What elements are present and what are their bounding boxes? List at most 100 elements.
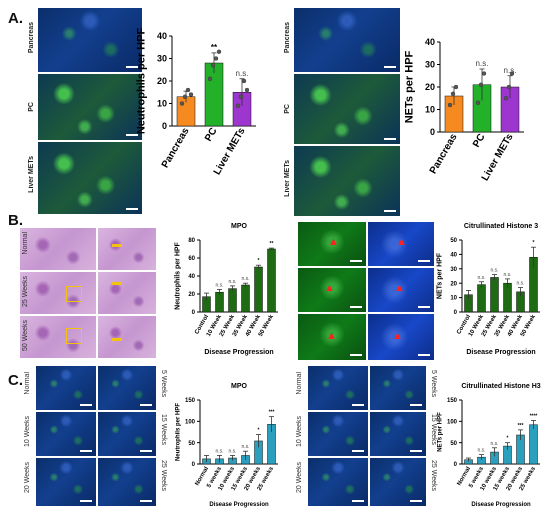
significance-label: * [258, 428, 260, 434]
data-point [244, 87, 250, 93]
bar [215, 291, 224, 313]
data-point [213, 56, 219, 61]
significance-label: n.s. [516, 281, 524, 287]
x-tick-label: PC [203, 126, 219, 144]
bar [490, 277, 499, 313]
data-point [509, 71, 515, 76]
x-tick-label: PC [471, 132, 487, 150]
y-axis-label: NETs per HPF [438, 412, 444, 452]
y-tick-label: 100 [185, 419, 196, 425]
data-point [503, 96, 509, 101]
micrograph-b-dapi-1: ▲ [368, 222, 434, 266]
significance-label: n.s. [490, 268, 498, 274]
data-point [216, 49, 222, 54]
significance-label: n.s. [228, 279, 236, 285]
y-tick-label: 0 [162, 121, 167, 131]
y-axis-label: Neutrophils per HPF [135, 28, 147, 135]
data-point [450, 91, 456, 96]
micrograph-c-left-25w [98, 458, 156, 506]
y-axis-label: NETs per HPF [437, 252, 444, 299]
y-axis-label: Neutrophils per HPF [176, 403, 182, 461]
significance-label: n.s. [490, 441, 498, 447]
data-point [188, 92, 194, 97]
panel-letter-a: A. [8, 10, 23, 27]
y-tick-label: 20 [425, 82, 435, 92]
micrograph-b-gfp-3: ▲ [298, 314, 366, 360]
micrograph-a-left-pancreas [38, 8, 142, 72]
micrograph-a-left-liver [38, 142, 142, 214]
significance-label: n.s. [215, 283, 223, 289]
data-point [182, 94, 188, 99]
bar [477, 284, 486, 313]
y-axis-label: NETs per HPF [403, 50, 415, 123]
y-tick-label: 10 [425, 105, 435, 115]
significance-label: * [533, 240, 535, 246]
y-tick-label: 40 [188, 274, 195, 280]
data-point [179, 101, 185, 106]
label-c-left-5: 5 Weeks [160, 370, 167, 398]
y-tick-label: 40 [425, 37, 435, 47]
chart-c-cith3: 0 50 100 150 NETs per HPF Citrullinated Histo… [438, 383, 541, 508]
label-c-left-15: 15 Weeks [160, 414, 167, 445]
label-c-left-25: 25 Weeks [160, 460, 167, 491]
significance-label: ** [270, 241, 274, 247]
micrograph-b-dapi-3: ▲ [368, 314, 434, 360]
significance-label: ** [211, 43, 218, 52]
y-tick-label: 150 [185, 398, 196, 404]
micrograph-b-he-50-zoom [98, 316, 156, 358]
x-axis-label: Disease Progression [466, 349, 535, 356]
micrograph-c-left-normal [36, 366, 96, 410]
chart-b-cith3: 0 10 20 30 40 50 NETs per HPF Citrullinated His… [437, 223, 540, 356]
significance-label: n.s. [228, 448, 236, 454]
y-axis-label: Neutrophils per HPF [175, 241, 182, 309]
y-tick-label: 60 [188, 256, 195, 262]
data-point [453, 84, 459, 90]
chart-title: MPO [231, 223, 248, 230]
y-tick-label: 10 [450, 296, 457, 302]
micrograph-b-he-normal-zoom [98, 228, 156, 270]
significance-label: **** [530, 413, 538, 419]
micrograph-b-gfp-2: ▲ [298, 268, 366, 312]
data-point [241, 78, 247, 84]
y-tick-label: 50 [450, 238, 457, 244]
data-point [478, 82, 484, 87]
micrograph-b-he-normal [20, 228, 96, 270]
significance-label: *** [518, 423, 524, 429]
y-tick-label: 30 [450, 267, 457, 273]
significance-label: n.s. [215, 448, 223, 454]
micrograph-b-gfp-1: ▲ [298, 222, 366, 266]
bar [254, 266, 263, 313]
data-point [185, 87, 191, 93]
data-point [207, 76, 213, 81]
micrograph-c-right-10w [308, 412, 368, 456]
micrograph-b-he-25 [20, 272, 96, 314]
micrograph-c-right-5w [370, 366, 426, 410]
data-point [210, 63, 216, 68]
chart-title: Citrullinated Histone H3 [461, 383, 540, 390]
label-c-right-5: 5 Weeks [430, 370, 437, 398]
y-tick-label: 0 [192, 310, 196, 316]
x-axis-label: Disease Progression [471, 502, 531, 508]
data-point [506, 84, 512, 90]
significance-label: n.s. [503, 272, 511, 278]
x-tick-label: Pancreas [160, 126, 192, 170]
y-tick-label: 0 [430, 127, 435, 137]
y-tick-label: 0 [454, 310, 458, 316]
data-point [481, 71, 487, 76]
significance-label: n.s. [476, 59, 489, 68]
significance-label: * [507, 436, 509, 442]
chart-title: MPO [231, 383, 248, 390]
y-tick-label: 20 [450, 281, 457, 287]
y-tick-label: 0 [454, 462, 458, 468]
x-axis-label: Disease Progression [209, 502, 269, 508]
bar [267, 248, 276, 313]
x-axis-label: Disease Progression [204, 349, 273, 356]
micrograph-c-right-normal [308, 366, 368, 410]
micrograph-c-right-25w [370, 458, 426, 506]
data-point [238, 94, 244, 99]
bar [228, 288, 237, 313]
y-tick-label: 40 [450, 253, 457, 259]
